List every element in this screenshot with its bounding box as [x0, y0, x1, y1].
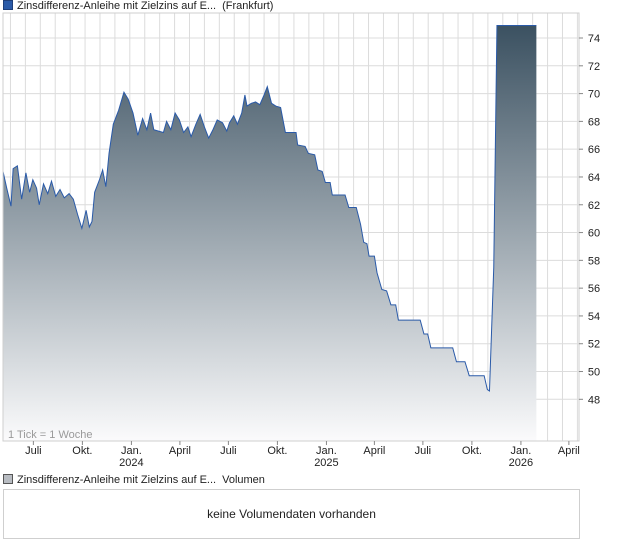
y-tick-label: 48 — [588, 394, 600, 406]
price-chart: 48 50 52 54 56 58 60 62 64 66 68 70 72 74 Juli Okt. Jan… — [2, 12, 600, 469]
x-tick-label: Okt. — [267, 445, 287, 457]
exchange-label: (Frankfurt) — [222, 0, 274, 12]
x-tick-label: Juli — [25, 445, 42, 457]
x-tick-label: April — [169, 445, 191, 457]
price-legend: Zinsdifferenz-Anleihe mit Zielzins auf E… — [3, 0, 273, 13]
volume-empty-message: keine Volumendaten vorhanden — [207, 507, 376, 521]
y-tick-label: 66 — [588, 144, 600, 156]
price-series-name: Zinsdifferenz-Anleihe mit Zielzins auf E… — [17, 0, 217, 12]
x-tick-label: Juli — [220, 445, 237, 457]
y-tick-label: 64 — [588, 172, 600, 184]
y-tick-label: 50 — [588, 367, 600, 379]
y-axis: 48 50 52 54 56 58 60 62 64 66 68 70 72 74 — [579, 33, 600, 406]
y-tick-label: 60 — [588, 228, 600, 240]
plot-frame — [2, 12, 580, 442]
x-tick-year-label: 2026 — [509, 457, 533, 469]
volume-series-name: Zinsdifferenz-Anleihe mit Zielzins auf E… — [17, 474, 217, 486]
price-line — [3, 25, 537, 392]
x-tick-label: Okt. — [462, 445, 482, 457]
y-tick-label: 58 — [588, 255, 600, 267]
volume-legend: Zinsdifferenz-Anleihe mit Zielzins auf E… — [3, 474, 265, 487]
x-tick-label: Jan. — [316, 445, 337, 457]
x-tick-label: Jan. — [121, 445, 142, 457]
x-tick-year-label: 2024 — [119, 457, 143, 469]
x-tick-year-label: 2025 — [314, 457, 338, 469]
y-tick-label: 62 — [588, 200, 600, 212]
x-tick-label: Okt. — [72, 445, 92, 457]
price-series-swatch-icon — [3, 0, 13, 10]
y-tick-label: 52 — [588, 339, 600, 351]
y-tick-label: 56 — [588, 283, 600, 295]
x-tick-label: Jan. — [511, 445, 532, 457]
y-tick-label: 72 — [588, 61, 600, 73]
x-tick-label: April — [558, 445, 580, 457]
y-tick-label: 74 — [588, 33, 600, 45]
interval-note: 1 Tick = 1 Woche — [8, 429, 92, 441]
volume-series-swatch-icon — [3, 474, 13, 484]
volume-label: Volumen — [222, 474, 265, 486]
x-tick-label: April — [363, 445, 385, 457]
y-tick-label: 54 — [588, 311, 600, 323]
y-tick-label: 70 — [588, 89, 600, 101]
volume-panel: keine Volumendaten vorhanden — [3, 489, 580, 539]
y-tick-label: 68 — [588, 116, 600, 128]
x-tick-label: Juli — [415, 445, 432, 457]
